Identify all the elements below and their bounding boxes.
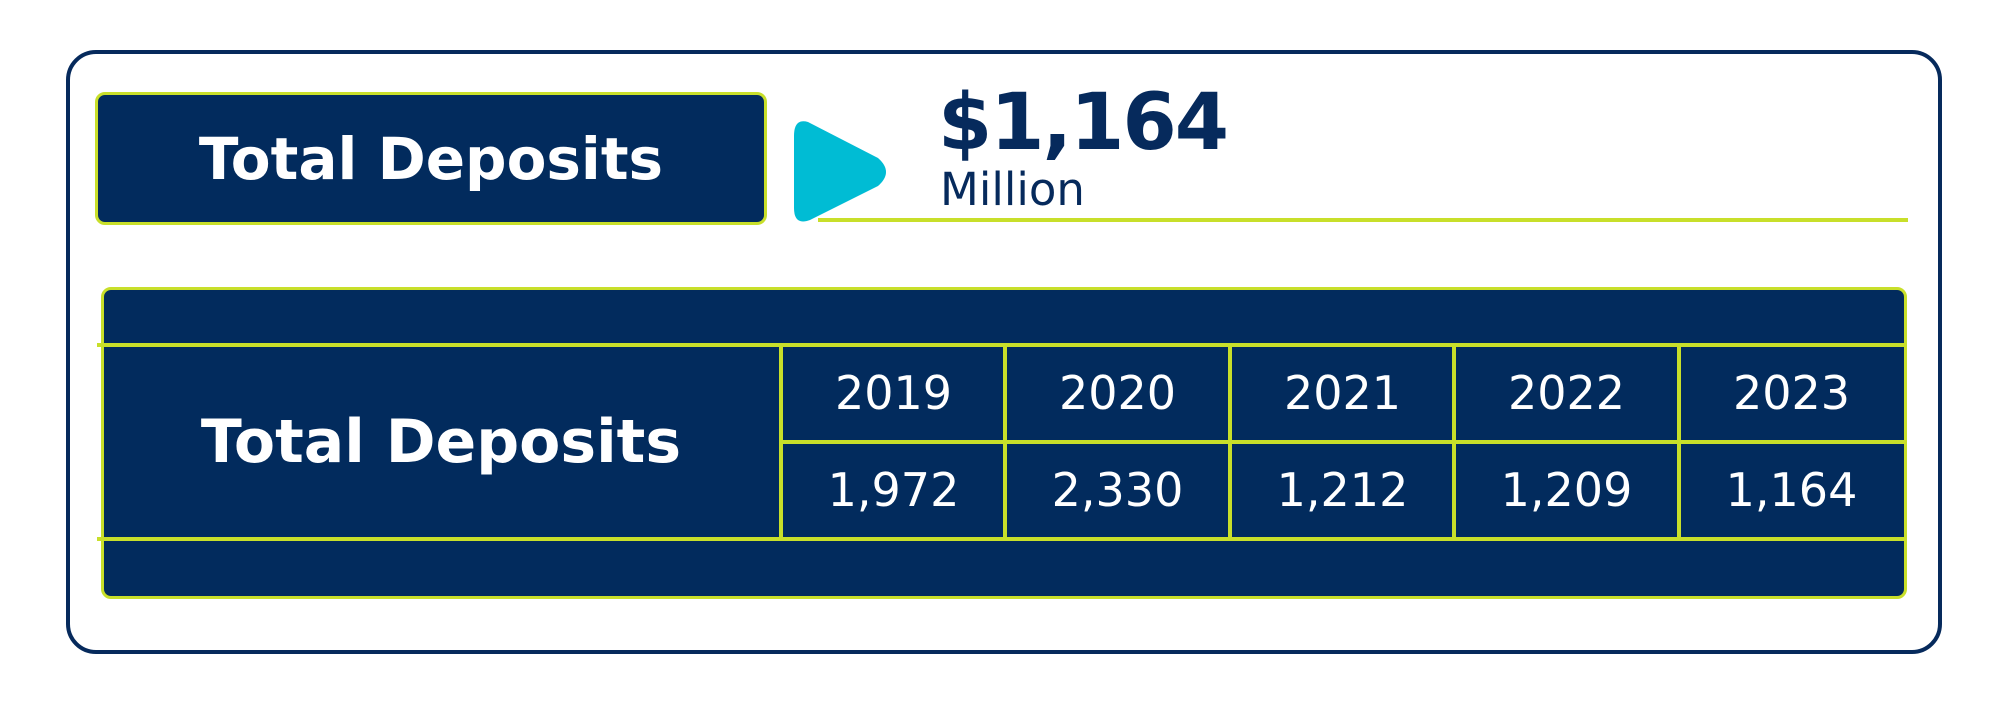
headline-unit: Million bbox=[940, 163, 1085, 216]
year-header-2022: 2022 bbox=[1507, 366, 1626, 420]
headline-value: $1,164 bbox=[938, 78, 1229, 168]
table-divider bbox=[1003, 343, 1007, 541]
year-header-2021: 2021 bbox=[1283, 366, 1402, 420]
value-2019: 1,972 bbox=[827, 463, 960, 517]
table-divider bbox=[1228, 343, 1232, 541]
play-triangle-icon bbox=[794, 121, 886, 222]
year-header-2023: 2023 bbox=[1732, 366, 1851, 420]
table-top-rule bbox=[97, 343, 1907, 347]
value-2020: 2,330 bbox=[1051, 463, 1184, 517]
title-label: Total Deposits bbox=[198, 124, 664, 193]
headline-underline bbox=[818, 218, 1908, 222]
table-row-label: Total Deposits bbox=[103, 345, 779, 538]
table-divider bbox=[779, 343, 783, 541]
table-divider bbox=[1677, 343, 1681, 541]
value-2022: 1,209 bbox=[1500, 463, 1633, 517]
table-divider bbox=[1452, 343, 1456, 541]
title-box: Total Deposits bbox=[95, 92, 767, 225]
value-2021: 1,212 bbox=[1276, 463, 1409, 517]
year-header-2019: 2019 bbox=[834, 366, 953, 420]
table-bottom-rule bbox=[97, 537, 1907, 541]
value-2023: 1,164 bbox=[1725, 463, 1858, 517]
row-label-text: Total Deposits bbox=[200, 406, 682, 477]
table-middle-rule bbox=[780, 440, 1907, 444]
year-header-2020: 2020 bbox=[1058, 366, 1177, 420]
